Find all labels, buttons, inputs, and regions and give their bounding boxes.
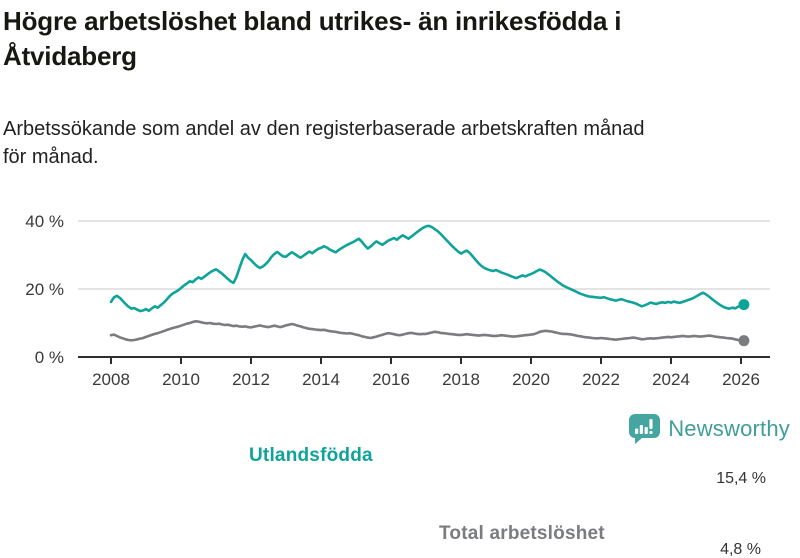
end-dot-total-arbetsl-shet (738, 335, 750, 347)
x-axis-tick-label: 2012 (232, 370, 270, 389)
line-chart: 40 % 20 % 0 % 2008 2010 2012 2014 2016 2018 2020 2… (0, 195, 800, 558)
y-axis-tick-label: 0 % (35, 348, 64, 367)
x-axis-tick-label: 2014 (302, 370, 340, 389)
page-subtitle: Arbetssökande som andel av den registerb… (3, 115, 783, 171)
y-axis-tick-label: 20 % (25, 280, 64, 299)
x-axis-tick-label: 2010 (162, 370, 200, 389)
page-subtitle-line-2: för månad. (3, 146, 99, 168)
newsworthy-logo-label: Newsworthy (668, 415, 790, 441)
line-total-arbetsl-shet (109, 320, 746, 342)
x-axis-tick-label: 2016 (372, 370, 410, 389)
series-label-total-arbetsloshet: Total arbetslöshet (437, 523, 607, 544)
newsworthy-speech-bubble-bar-chart-icon (629, 414, 661, 444)
page-title: Högre arbetslöshet bland utrikes- än inr… (3, 4, 783, 74)
end-dot-utlandsf-dda (738, 299, 750, 311)
end-value-label-total-arbetsloshet: 4,8 % (717, 541, 764, 558)
y-axis-tick-label: 40 % (25, 212, 64, 231)
x-axis-tick-label: 2008 (92, 370, 130, 389)
x-axis-tick-label: 2020 (512, 370, 550, 389)
infographic-page: { "header": { "title_lines": ["Högre arb… (0, 4, 800, 558)
page-title-line-1: Högre arbetslöshet bland utrikes- än inr… (3, 6, 622, 36)
newsworthy-logo[interactable]: Newsworthy (627, 413, 790, 444)
series-label-utlandsfodda: Utlandsfödda (249, 445, 373, 466)
page-subtitle-line-1: Arbetssökande som andel av den registerb… (3, 118, 645, 140)
end-value-label-utlandsfodda: 15,4 % (716, 470, 766, 487)
x-axis-tick-label: 2018 (442, 370, 480, 389)
x-axis-tick-label: 2026 (722, 370, 760, 389)
line-utlandsf-dda (109, 224, 746, 313)
chart-canvas: 40 % 20 % 0 % 2008 2010 2012 2014 2016 2018 2020 2… (25, 212, 770, 389)
page-title-line-2: Åtvidaberg (3, 41, 137, 71)
x-axis-tick-label: 2022 (582, 370, 620, 389)
x-axis-tick-label: 2024 (652, 370, 690, 389)
